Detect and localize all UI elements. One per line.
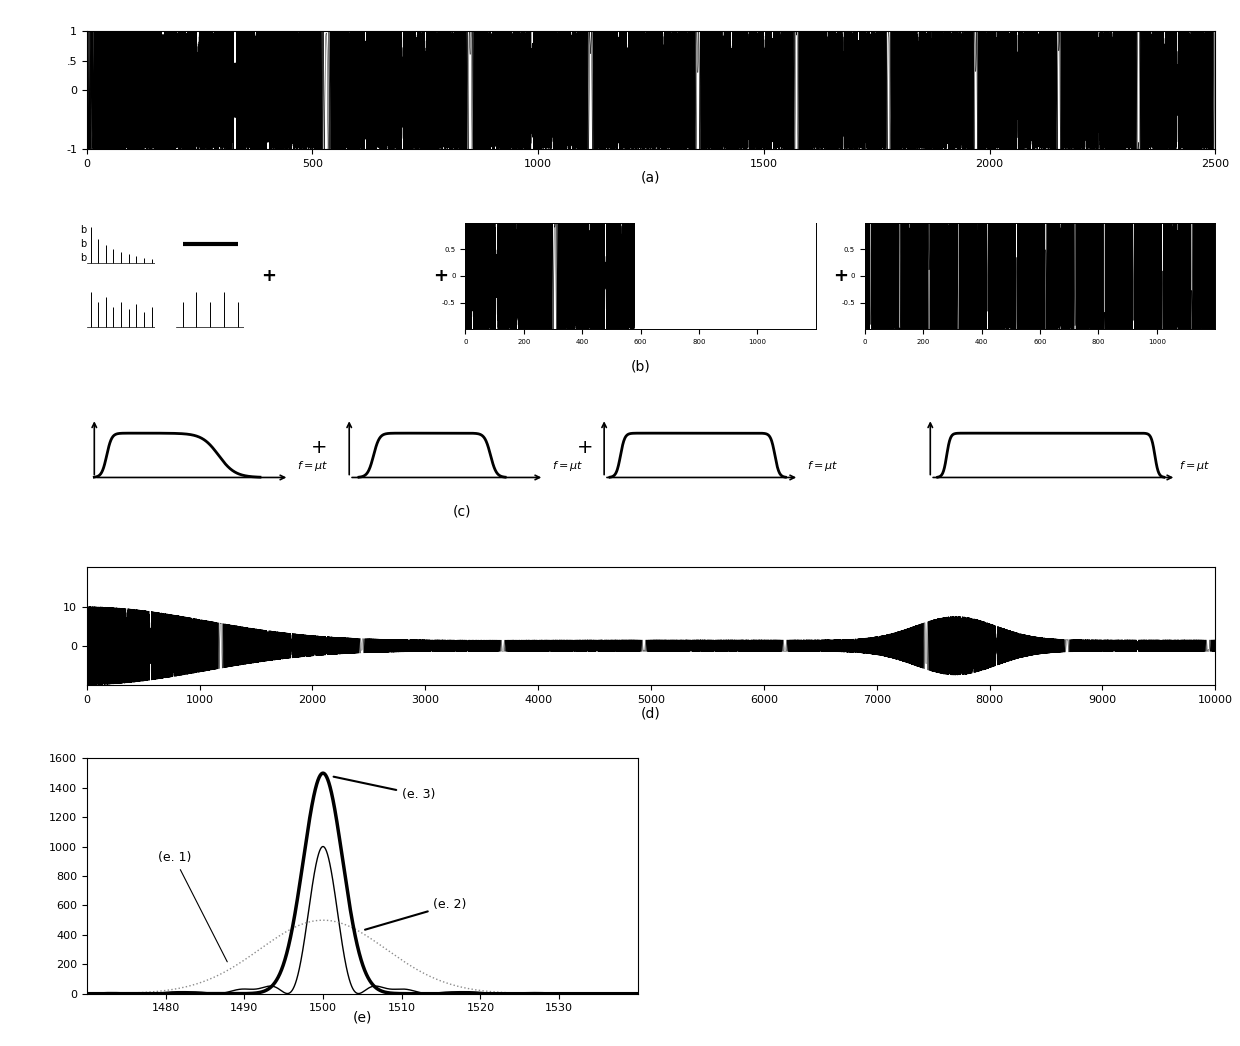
Text: $f= \mu t$: $f= \mu t$ (806, 459, 838, 473)
Text: $f= \mu t$: $f= \mu t$ (1179, 459, 1210, 473)
Text: (e. 1): (e. 1) (157, 851, 227, 962)
Text: +: + (311, 438, 327, 457)
Text: (a): (a) (641, 170, 661, 184)
Text: b: b (79, 253, 87, 264)
Text: (e. 2): (e. 2) (365, 899, 466, 930)
Text: +: + (433, 267, 449, 285)
Text: +: + (577, 438, 594, 457)
Text: (d): (d) (641, 706, 661, 720)
Text: $f= \mu t$: $f= \mu t$ (552, 459, 583, 473)
Text: (e. 3): (e. 3) (334, 777, 435, 801)
Text: b: b (79, 225, 87, 234)
Text: $f= \mu t$: $f= \mu t$ (296, 459, 329, 473)
Text: (b): (b) (631, 360, 651, 373)
Text: +: + (262, 267, 277, 285)
Text: (e): (e) (352, 1010, 372, 1024)
Text: b: b (79, 238, 87, 249)
Text: (c): (c) (453, 505, 471, 519)
Bar (635, 214, 839, 333)
Text: +: + (833, 267, 848, 285)
